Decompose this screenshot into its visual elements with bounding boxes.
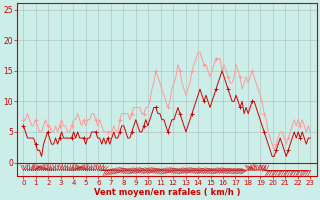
X-axis label: Vent moyen/en rafales ( km/h ): Vent moyen/en rafales ( km/h ) (94, 188, 240, 197)
